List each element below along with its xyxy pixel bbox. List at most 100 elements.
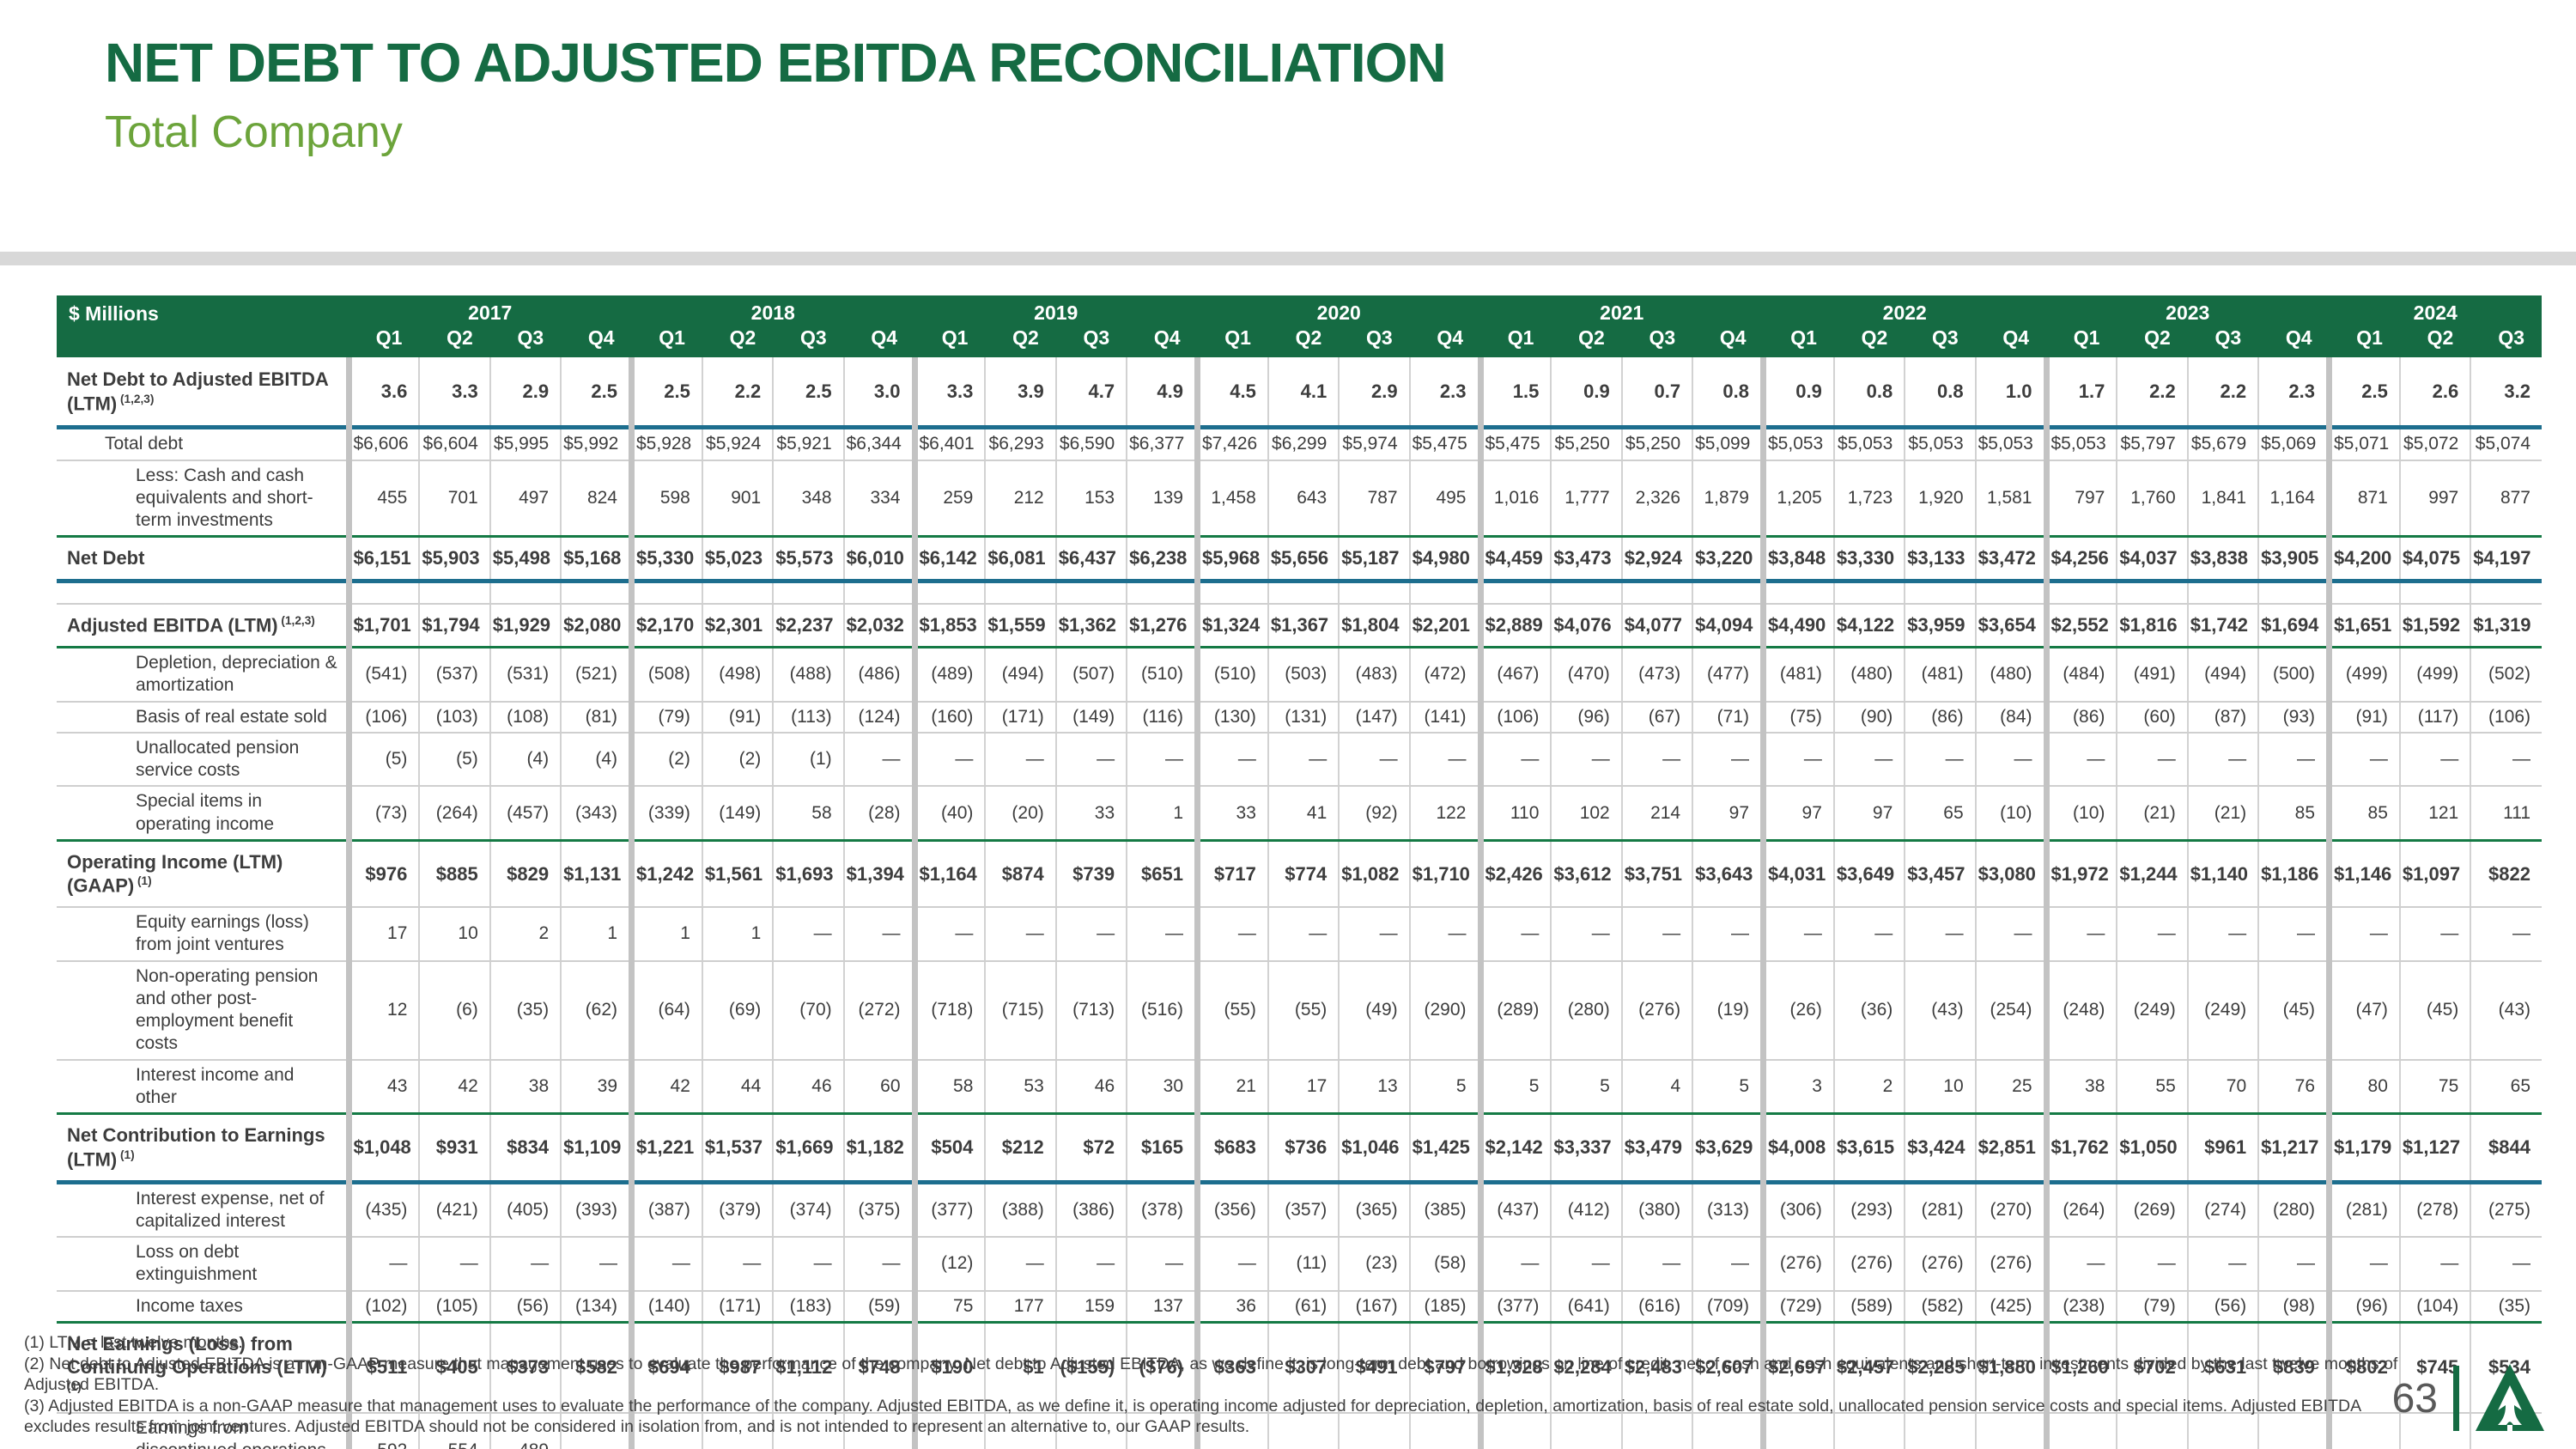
value-cell: (276) — [1832, 1237, 1905, 1292]
value-cell: (141) — [1408, 701, 1480, 734]
value-cell: (510) — [1126, 647, 1198, 703]
value-cell: — — [2116, 732, 2188, 788]
value-cell: — — [2257, 732, 2330, 788]
value-cell: $5,250 — [1620, 427, 1693, 461]
value-cell: (106) — [345, 701, 420, 734]
value-cell: $6,606 — [345, 427, 420, 461]
value-cell: (73) — [345, 786, 420, 842]
quarter-header: Q1 — [2046, 325, 2117, 357]
value-cell: — — [2116, 1237, 2188, 1292]
value-cell: 1,841 — [2186, 460, 2259, 539]
value-cell: 1 — [628, 907, 702, 962]
value-cell: — — [1408, 1412, 1480, 1449]
value-cell: (507) — [1054, 647, 1127, 703]
value-cell: $961 — [2186, 1113, 2259, 1184]
row-label — [57, 581, 349, 606]
value-cell: $3,612 — [1550, 840, 1622, 909]
value-cell: $1,804 — [1338, 604, 1410, 649]
unit-label: $ Millions — [57, 295, 349, 357]
value-cell: 10 — [1904, 1059, 1976, 1116]
value-cell: $5,921 — [772, 427, 844, 461]
value-cell: $3,751 — [1620, 840, 1693, 909]
value-cell: (365) — [1338, 1182, 1410, 1239]
value-cell: (62) — [560, 960, 632, 1061]
value-cell — [2398, 581, 2471, 606]
value-cell: $1,592 — [2398, 604, 2471, 649]
value-cell: (96) — [1550, 701, 1622, 734]
value-cell: 12 — [345, 960, 420, 1061]
value-cell: (502) — [2470, 647, 2542, 703]
value-cell: $1 — [984, 1322, 1056, 1414]
value-cell: (272) — [842, 960, 914, 1061]
value-cell: (484) — [2043, 647, 2117, 703]
value-cell: $1,050 — [2116, 1113, 2188, 1184]
value-cell: (86) — [2043, 701, 2117, 734]
value-cell: $5,656 — [1267, 536, 1340, 583]
quarter-header: Q3 — [1339, 325, 1410, 357]
value-cell: 44 — [701, 1059, 774, 1116]
value-cell: $582 — [560, 1322, 632, 1414]
value-cell: $1,140 — [2186, 840, 2259, 909]
value-cell: $1,182 — [842, 1113, 914, 1184]
value-cell: 76 — [2257, 1059, 2330, 1116]
value-cell: (130) — [1194, 701, 1268, 734]
value-cell: — — [1759, 1412, 1834, 1449]
value-cell: $1,394 — [842, 840, 914, 909]
value-cell: 2.5 — [2325, 357, 2400, 430]
value-cell: — — [1477, 1237, 1552, 1292]
value-cell: — — [2186, 732, 2259, 788]
row-label: Operating Income (LTM) (GAAP) (1) — [57, 840, 349, 909]
value-cell: (6) — [418, 960, 490, 1061]
value-cell: $1,880 — [1974, 1322, 2046, 1414]
value-cell: — — [772, 907, 844, 962]
value-cell: (377) — [911, 1182, 986, 1239]
value-cell: 3.3 — [418, 357, 490, 430]
value-cell: 2.5 — [772, 357, 844, 430]
value-cell: (56) — [489, 1290, 562, 1324]
value-cell: — — [772, 1412, 844, 1449]
value-cell: (281) — [1904, 1182, 1976, 1239]
value-cell: (729) — [1759, 1290, 1834, 1324]
value-cell: 598 — [628, 460, 702, 539]
value-cell: $5,053 — [1832, 427, 1905, 461]
reconciliation-table-container: $ Millions 2017 2018 2019 2020 2021 2022 2023 20… — [57, 295, 2542, 1449]
table-row: Interest income and other 43 42 38 39 42 44 46 6… — [57, 1059, 2542, 1116]
value-cell: $511 — [345, 1322, 420, 1414]
value-cell: (2) — [628, 732, 702, 788]
value-cell — [2470, 581, 2542, 606]
value-cell: — — [1550, 732, 1622, 788]
value-cell: (380) — [1620, 1182, 1693, 1239]
table-row: Operating Income (LTM) (GAAP) (1) $976 $88… — [57, 840, 2542, 909]
value-cell: — — [1759, 732, 1834, 788]
value-cell: (457) — [489, 786, 562, 842]
value-cell: (58) — [1408, 1237, 1480, 1292]
value-cell: (715) — [984, 960, 1056, 1061]
value-cell: (343) — [560, 786, 632, 842]
year-header: 2021 — [1480, 295, 1764, 325]
value-cell: 3.2 — [2470, 357, 2542, 430]
value-cell: $4,076 — [1550, 604, 1622, 649]
value-cell: — — [772, 1237, 844, 1292]
value-cell: $5,903 — [418, 536, 490, 583]
value-cell: (55) — [1194, 960, 1268, 1061]
value-cell: 1 — [1126, 786, 1198, 842]
value-cell: $3,472 — [1974, 536, 2046, 583]
value-cell: (91) — [2325, 701, 2400, 734]
value-cell: (35) — [489, 960, 562, 1061]
table-row: Total debt $6,606 $6,604 $5,995 $5,992 $5,928… — [57, 427, 2542, 461]
value-cell: (498) — [701, 647, 774, 703]
value-cell: $4,459 — [1477, 536, 1552, 583]
value-cell: $2,607 — [1692, 1322, 1764, 1414]
value-cell: (4) — [560, 732, 632, 788]
value-cell: 643 — [1267, 460, 1340, 539]
value-cell: (489) — [911, 647, 986, 703]
value-cell: $1,221 — [628, 1113, 702, 1184]
value-cell: $829 — [489, 840, 562, 909]
value-cell: 0.8 — [1692, 357, 1764, 430]
value-cell: $717 — [1194, 840, 1268, 909]
value-cell: $307 — [1267, 1322, 1340, 1414]
value-cell: (713) — [1054, 960, 1127, 1061]
value-cell: 5 — [1477, 1059, 1552, 1116]
value-cell: (91) — [701, 701, 774, 734]
value-cell: (503) — [1267, 647, 1340, 703]
